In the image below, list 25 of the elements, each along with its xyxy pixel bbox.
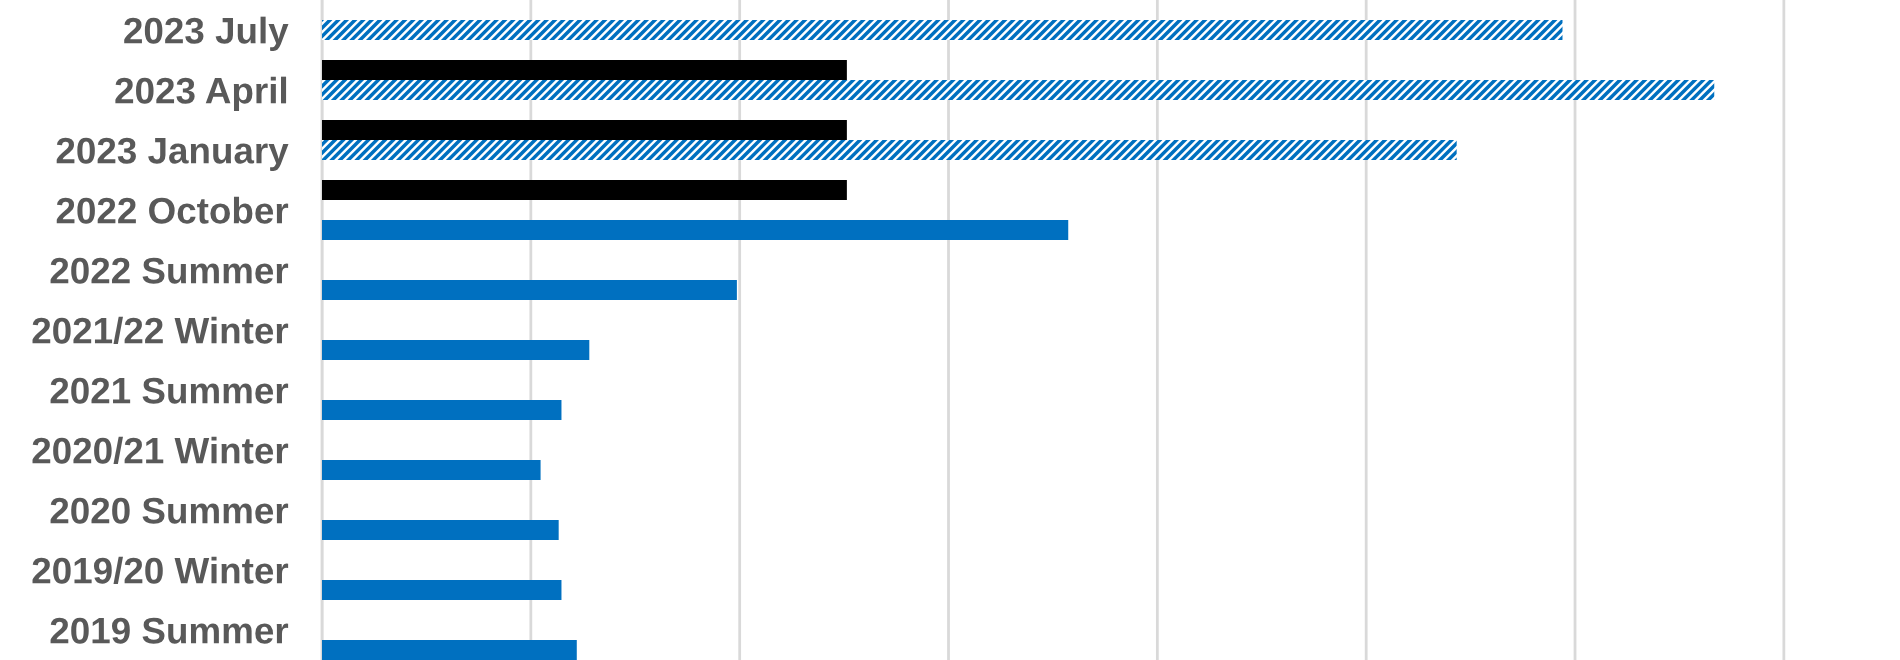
bar <box>322 520 559 540</box>
y-tick-label: 2022 October <box>56 196 289 224</box>
y-tick-label: 2021 Summer <box>50 377 289 404</box>
y-tick-label: 2019/20 Winter <box>32 556 289 585</box>
y-tick-label: 2023 July <box>124 16 289 51</box>
bar <box>322 60 847 80</box>
bar <box>322 220 1069 240</box>
y-tick-label: 2020 Summer <box>50 497 289 524</box>
bar <box>322 140 1457 160</box>
bar <box>322 580 562 600</box>
bar <box>322 640 577 660</box>
y-tick-label: 2021/22 Winter <box>32 316 289 345</box>
bar <box>322 400 562 420</box>
y-tick-label: 2022 Summer <box>50 257 289 284</box>
bar <box>322 20 1563 40</box>
y-tick-label: 2023 April <box>115 76 287 111</box>
bar <box>322 120 847 140</box>
bar <box>322 280 737 300</box>
y-tick-label: 2020/21 Winter <box>32 436 289 465</box>
y-tick-label: 2023 January <box>56 137 289 171</box>
bar <box>322 180 847 200</box>
bar <box>322 80 1715 100</box>
y-tick-label: 2019 Summer <box>50 617 289 644</box>
bar <box>322 340 590 360</box>
bar <box>322 460 541 480</box>
